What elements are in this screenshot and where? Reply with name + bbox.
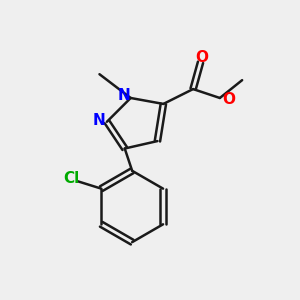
- Text: N: N: [118, 88, 130, 103]
- Text: N: N: [92, 113, 105, 128]
- Text: O: O: [222, 92, 235, 107]
- Text: Cl: Cl: [63, 171, 79, 186]
- Text: O: O: [196, 50, 208, 65]
